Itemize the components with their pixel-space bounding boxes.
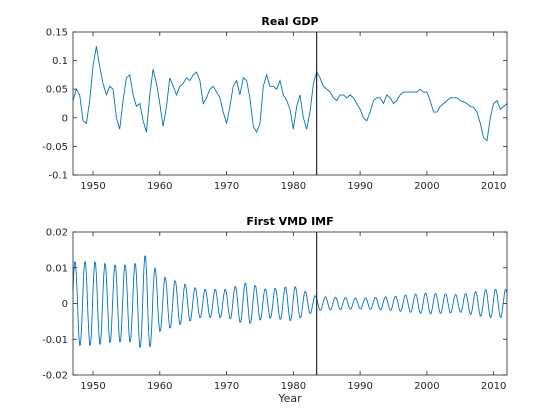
- x-axis-label: Year: [277, 392, 302, 405]
- real-gdp-series-line: [72, 46, 508, 142]
- first-vmd-imf-ytick-label: -0.01: [42, 335, 68, 346]
- real-gdp-xtick-label: 1980: [281, 181, 306, 192]
- real-gdp-ytick-label: 0.1: [52, 56, 68, 67]
- real-gdp-xtick-label: 1960: [147, 181, 172, 192]
- first-vmd-imf-plot-area: 1950 1960 1970 1980 1990 2000 2010 -0.02 -0.01 0 0…: [42, 228, 508, 392]
- real-gdp-plot-area: 1950 1960 1970 1980 1990 2000 2010 -0.1 -0.05 0 0.…: [42, 28, 508, 192]
- real-gdp-title: Real GDP: [261, 15, 318, 28]
- real-gdp-ytick-label: 0.05: [46, 85, 68, 96]
- real-gdp-ytick-label: -0.05: [42, 142, 68, 153]
- real-gdp-xtick-label: 1990: [347, 181, 372, 192]
- first-vmd-imf-xtick-label: 1950: [80, 381, 105, 392]
- real-gdp-xtick-label: 1970: [214, 181, 239, 192]
- real-gdp-ytick-label: 0: [62, 113, 68, 124]
- real-gdp-xtick-label: 2010: [481, 181, 506, 192]
- real-gdp-ytick-label: -0.1: [48, 171, 68, 182]
- first-vmd-imf-xtick-label: 1980: [281, 381, 306, 392]
- first-vmd-imf-xtick-label: 2010: [481, 381, 506, 392]
- real-gdp-xtick-label: 1950: [80, 181, 105, 192]
- real-gdp-axes-frame: [72, 31, 508, 176]
- first-vmd-imf-xtick-label: 1990: [347, 381, 372, 392]
- first-vmd-imf-xtick-label: 1960: [147, 381, 172, 392]
- first-vmd-imf-ytick-label: 0.01: [46, 263, 68, 274]
- real-gdp-ytick-label: 0.15: [46, 28, 68, 39]
- first-vmd-imf-panel: First VMD IMF 1950 1960 1970 1980 1990 2000 20…: [42, 215, 508, 405]
- real-gdp-panel: Real GDP 1950 1960 1970 1980 1990 2000 2010 -0.…: [42, 15, 508, 192]
- first-vmd-imf-xtick-label: 1970: [214, 381, 239, 392]
- first-vmd-imf-xtick-label: 2000: [414, 381, 439, 392]
- first-vmd-imf-ytick-label: -0.02: [42, 371, 68, 382]
- first-vmd-imf-title: First VMD IMF: [246, 215, 333, 228]
- first-vmd-imf-ytick-label: 0.02: [46, 228, 68, 239]
- real-gdp-xtick-label: 2000: [414, 181, 439, 192]
- first-vmd-imf-series-line: [72, 255, 508, 348]
- first-vmd-imf-ytick-label: 0: [62, 299, 68, 310]
